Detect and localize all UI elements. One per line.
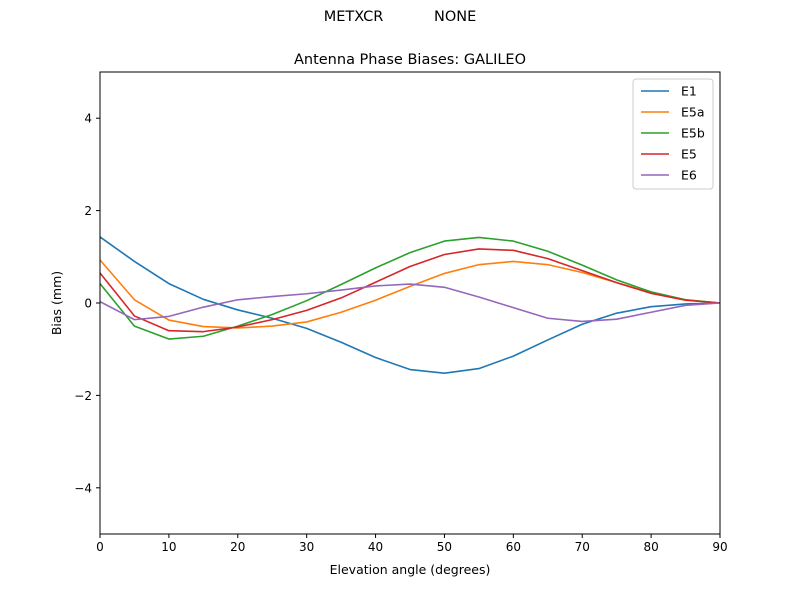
x-tick-label: 60 [506,540,521,554]
x-tick-label: 70 [575,540,590,554]
y-tick-label: 2 [84,204,92,218]
chart-title: Antenna Phase Biases: GALILEO [294,52,526,68]
plot-area [100,72,720,534]
legend-label: E1 [681,84,697,99]
y-axis-label: Bias (mm) [49,271,64,335]
x-tick-label: 80 [643,540,658,554]
y-tick-label: 0 [84,297,92,311]
legend-label: E5 [681,147,697,162]
x-tick-label: 50 [437,540,452,554]
x-tick-label: 0 [96,540,104,554]
figure-suptitle: METXCR NONE [323,9,477,25]
series-line-e5b [99,236,721,340]
x-tick-label: 10 [161,540,176,554]
y-tick-label: −4 [74,481,92,495]
legend: E1 E5a E5b E5 E6 [632,78,714,190]
x-axis-label: Elevation angle (degrees) [330,562,491,577]
legend-label: E6 [681,168,697,183]
series-line-e5 [99,248,721,333]
x-tick-label: 40 [368,540,383,554]
x-tick-label: 90 [712,540,727,554]
y-tick-label: −2 [74,389,92,403]
x-tick-label: 30 [299,540,314,554]
series-layer [99,236,721,375]
legend-label: E5b [681,126,705,141]
legend-label: E5a [681,105,705,120]
legend-box [632,78,714,190]
axes-layer: 0 10 20 30 40 50 60 70 80 90 −4 −2 0 2 4 [74,71,728,554]
series-line-e6 [99,283,721,323]
plot-background [100,72,720,534]
y-tick-label: 4 [84,112,92,126]
series-line-e1 [99,236,721,375]
x-tick-label: 20 [230,540,245,554]
